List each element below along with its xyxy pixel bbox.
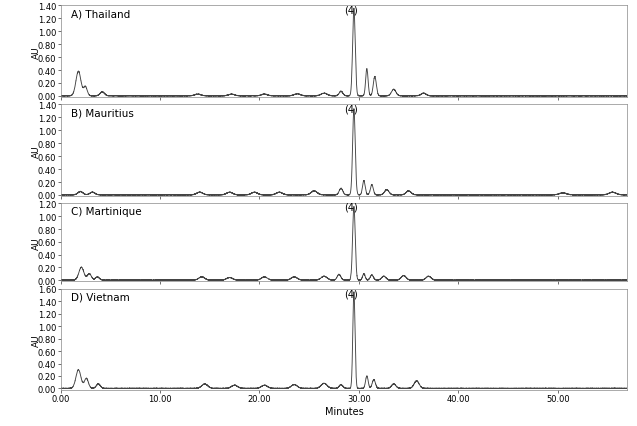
Text: C) Martinique: C) Martinique xyxy=(71,206,141,216)
Text: (4): (4) xyxy=(344,289,358,299)
Text: A) Thailand: A) Thailand xyxy=(71,9,130,19)
Y-axis label: AU: AU xyxy=(32,46,41,58)
X-axis label: Minutes: Minutes xyxy=(325,406,363,416)
Text: (4): (4) xyxy=(344,6,358,15)
Text: D) Vietnam: D) Vietnam xyxy=(71,292,129,302)
Y-axis label: AU: AU xyxy=(32,145,41,157)
Text: (4): (4) xyxy=(344,201,358,212)
Text: B) Mauritius: B) Mauritius xyxy=(71,108,134,118)
Y-axis label: AU: AU xyxy=(32,333,41,346)
Y-axis label: AU: AU xyxy=(32,236,41,249)
Text: (4): (4) xyxy=(344,104,358,114)
